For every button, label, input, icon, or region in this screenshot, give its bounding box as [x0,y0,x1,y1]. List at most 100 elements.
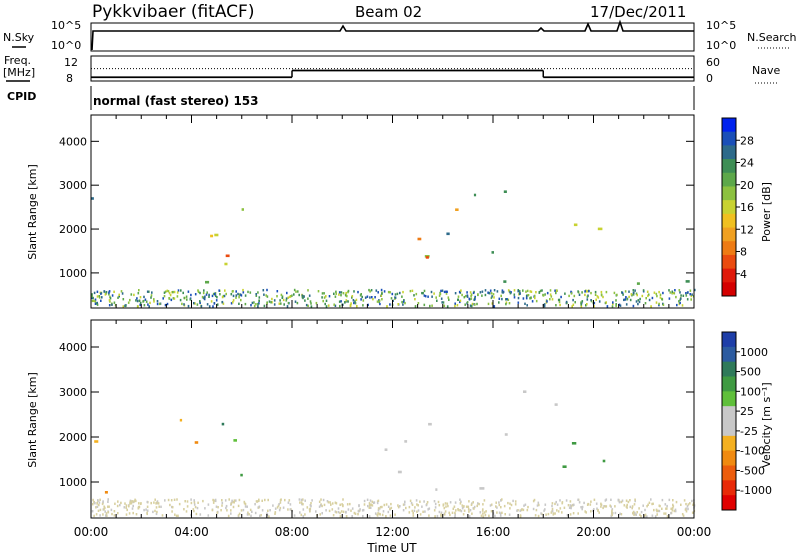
power-echo-cell [255,293,257,296]
velocity-echo-cell [101,502,104,506]
velocity-echo-cell [243,502,246,505]
velocity-echo-cell [399,505,401,508]
power-echo-cell [352,299,355,302]
velocity-echo-cell [663,512,665,515]
velocity-echo-cell [674,509,677,513]
power-echo-cell [190,293,192,297]
velocity-echo-cell [300,501,303,504]
time-axis-ticks: 00:00 04:00 08:00 12:00 16:00 20:00 00:00 [74,525,712,539]
velocity-echo-cell [179,418,183,422]
power-echo-cell [522,289,524,292]
velocity-echo-cell [580,506,582,509]
velocity-echo-cell [212,501,215,504]
power-echo-cell [503,190,507,193]
velocity-echo-cell [331,502,334,505]
velocity-echo-cell [254,511,257,515]
power-echo-cell [197,290,200,294]
velocity-echo-cell [192,508,195,511]
power-echo-cell [491,295,493,298]
power-echo-cell [205,280,210,284]
velocity-echo-cell [119,503,121,507]
power-echo-cell [641,294,644,298]
velocity-echo-cell [419,513,422,516]
power-echo-cell [213,302,216,305]
velocity-ytick-label-0: 4000 [59,341,87,354]
power-echo-cell [138,289,140,292]
velocity-echo-cell [371,504,374,507]
power-echo-cell [309,300,312,303]
velocity-echo-cell [471,502,473,505]
velocity-ytick-label-2: 2000 [59,431,87,444]
power-echo-cell [327,304,330,307]
power-echo-cell [489,289,492,292]
velocity-echo-cell [171,505,173,509]
power-echo-cell [172,290,174,294]
power-echo-cell [461,293,463,297]
velocity-ytick-label-3: 1000 [59,476,87,489]
power-echo-cell [334,304,337,307]
velocity-echo-cell [277,504,280,507]
power-echo-cell [632,293,635,296]
velocity-echo-cell [602,459,606,463]
velocity-echo-cell [128,512,131,515]
velocity-echo-cell [417,504,419,507]
velocity-echo-cell [500,506,502,509]
velocity-echo-cell [534,514,537,517]
velocity-echo-cell [131,500,134,503]
velocity-echo-cell [428,422,432,426]
velocity-echo-cell [97,509,100,512]
power-echo-cell [543,303,546,306]
velocity-echo-cell [385,503,388,506]
velocity-echo-cell [107,500,109,503]
velocity-echo-cell [320,498,322,501]
power-echo-cell [435,296,437,299]
velocity-echo-cell [389,514,392,517]
power-echo-cell [381,298,383,301]
velocity-echo-cell [596,507,598,510]
power-echo-cell [240,294,243,297]
velocity-echo-cell [220,509,222,512]
velocity-echo-cell [300,498,303,502]
power-echo-cell [508,290,511,293]
power-echo-cell [638,300,641,304]
power-echo-cell [501,289,504,292]
power-echo-cell [201,295,204,299]
power-echo-cell [454,304,456,308]
velocity-echo-cell [454,513,456,516]
velocity-echo-cell [237,514,240,517]
power-echo-cell [492,293,495,296]
velocity-echo-cell [668,498,671,502]
velocity-echo-cell [498,501,500,504]
velocity-echo-cell [308,508,311,511]
velocity-colorbar-segment [722,361,736,377]
velocity-echo-cell [674,508,677,511]
power-echo-cell [203,297,206,300]
power-echo-cell [362,304,364,307]
power-echo-cell [402,290,404,294]
power-echo-cell [118,293,120,296]
power-echo-cell [130,293,133,296]
velocity-echo-cell [309,510,311,513]
velocity-echo-cell [483,499,486,502]
velocity-echo-cell [293,514,296,517]
velocity-echo-cell [461,507,464,510]
power-echo-cell [357,290,359,294]
power-echo-cell [590,299,592,302]
velocity-echo-cell [417,509,420,512]
power-echo-cell [647,294,649,298]
power-echo-cell [679,301,681,305]
power-echo-cell [307,304,309,307]
power-echo-cell [94,298,97,301]
velocity-echo-cell [500,499,502,502]
beam-title: Beam 02 [355,3,422,21]
power-echo-cell [166,302,169,306]
nsearch-tick-bottom: 10^0 [706,39,736,52]
velocity-echo-cell [498,511,501,514]
power-echo-cell [445,292,448,295]
velocity-echo-cell [95,506,97,509]
power-echo-cell [439,292,442,296]
power-echo-cell [463,296,466,299]
velocity-echo-cell [387,510,390,514]
power-echo-cell [266,295,269,298]
velocity-echo-cell [415,499,418,502]
